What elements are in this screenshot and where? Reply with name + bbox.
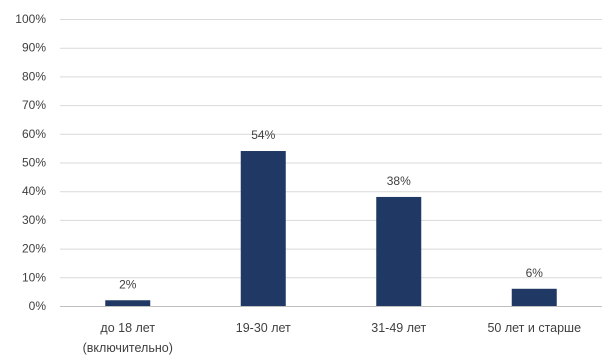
data-labels: 2% 54% 38% 6% (119, 128, 543, 291)
x-axis-category-labels: до 18 лет (включительно) 19-30 лет 31-49 ле… (83, 321, 581, 355)
y-tick-label: 40% (22, 184, 46, 198)
y-tick-label: 0% (29, 299, 47, 313)
y-tick-label: 90% (22, 41, 46, 55)
data-label-4: 6% (526, 266, 544, 280)
y-tick-label: 80% (22, 69, 46, 83)
x-category-label: 19-30 лет (236, 321, 291, 335)
gridlines (60, 19, 602, 279)
y-tick-label: 20% (22, 242, 46, 256)
x-category-label: 50 лет и старше (487, 321, 581, 335)
x-category-label: (включительно) (83, 341, 173, 355)
bar-2 (240, 151, 286, 306)
y-tick-label: 100% (15, 12, 46, 26)
y-tick-label: 60% (22, 127, 46, 141)
data-label-3: 38% (387, 174, 411, 188)
data-label-2: 54% (251, 128, 275, 142)
bar-3 (376, 196, 422, 306)
y-tick-label: 70% (22, 98, 46, 112)
y-tick-label: 10% (22, 270, 46, 284)
bars (105, 151, 557, 306)
y-axis-tick-labels: 0% 10% 20% 30% 40% 50% 60% 70% 80% 90% 100% (15, 12, 46, 313)
bar-1 (105, 300, 151, 306)
bar-4 (511, 288, 557, 306)
y-tick-label: 30% (22, 213, 46, 227)
data-label-1: 2% (119, 277, 137, 291)
y-tick-label: 50% (22, 156, 46, 170)
x-category-label: 31-49 лет (371, 321, 426, 335)
x-category-label: до 18 лет (100, 321, 155, 335)
